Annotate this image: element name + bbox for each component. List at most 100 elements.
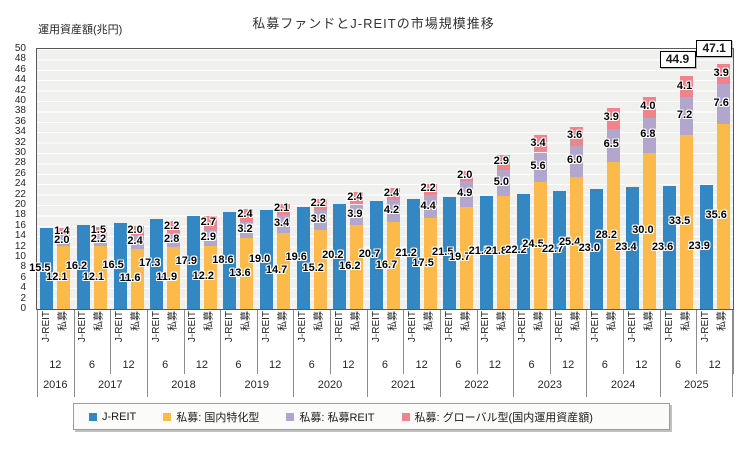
month-label: 6: [162, 359, 169, 371]
private-value-label: 14.7: [265, 263, 288, 276]
category-separator: [330, 310, 332, 374]
legend-item: 私募: グローバル型(国内運用資産額): [401, 409, 593, 425]
private-bar-segment: [460, 170, 474, 182]
private-value-label: 1.5: [90, 223, 107, 236]
private-value-label: 11.9: [156, 271, 178, 284]
private-bar-segment: [313, 210, 327, 230]
year-label: 2018: [171, 379, 196, 391]
year-label: 2022: [464, 379, 489, 391]
jreit-value-label: 19.6: [285, 251, 307, 264]
private-value-label: 4.9: [457, 186, 473, 199]
jreit-value-label: 23.6: [651, 240, 674, 253]
private-value-label: 2.2: [420, 182, 436, 195]
category-separator: [623, 310, 625, 374]
jreit-bar: [260, 210, 274, 309]
private-bar-segment: [167, 232, 181, 248]
private-value-label: 21.8: [485, 245, 508, 258]
y-axis-tick: 44: [14, 74, 26, 86]
private-bar-segment: [716, 84, 730, 124]
y-axis-tick: 38: [14, 105, 26, 117]
private-bar-segment: [533, 181, 547, 309]
y-axis-title: 運用資産額(兆円): [38, 24, 123, 36]
private-value-label: 2.7: [200, 216, 216, 229]
private-value-label: 3.6: [567, 129, 583, 142]
private-value-label: 24.5: [522, 238, 544, 251]
private-value-label: 5.0: [493, 175, 510, 188]
y-axis-tick: 32: [14, 136, 26, 148]
category-separator: [733, 310, 734, 374]
bar-label-private: 私募: [534, 311, 546, 331]
bar-label-jreit: J-REIT: [553, 311, 565, 343]
year-label: 2021: [391, 379, 416, 391]
y-axis-tick: 12: [14, 240, 26, 252]
private-bar-segment: [387, 200, 400, 223]
private-value-label: 2.9: [493, 155, 510, 168]
y-axis-tick: 14: [14, 230, 26, 242]
month-label: 6: [235, 359, 242, 371]
year-label: 2016: [43, 379, 68, 391]
category-separator: [476, 310, 478, 374]
private-bar-segment: [423, 195, 437, 218]
category-separator: [549, 310, 551, 374]
private-value-label: 12.2: [192, 270, 215, 283]
private-bar-segment: [350, 204, 364, 225]
y-axis-tick: 4: [20, 282, 26, 294]
y-axis: 0 2 4 6 8 10 12 14 16 18 20 22 24 26 28 30 32 34 36 38 40 42 4…: [0, 44, 30, 314]
bar-label-jreit: J-REIT: [77, 311, 89, 343]
private-bar-segment: [167, 247, 181, 309]
bar-label-private: 私募: [350, 311, 362, 331]
private-bar-segment: [93, 246, 107, 309]
category-separator: [183, 310, 185, 374]
legend-swatch: [89, 412, 97, 421]
private-value-label: 30.0: [632, 224, 654, 236]
private-value-label: 16.7: [375, 258, 398, 271]
private-value-label: 4.4: [420, 199, 436, 212]
private-bar-segment: [606, 108, 620, 129]
private-bar-segment: [277, 214, 291, 233]
private-bar-segment: [643, 117, 657, 153]
private-value-label: 5.6: [530, 160, 546, 173]
private-value-label: 25.4: [558, 235, 581, 248]
y-axis-tick: 48: [14, 53, 26, 65]
legend-swatch: [401, 412, 410, 421]
bar-label-jreit: J-REIT: [260, 311, 272, 343]
month-label: 6: [674, 359, 682, 371]
bar-label-private: 私募: [680, 311, 692, 331]
bar-label-private: 私募: [277, 311, 289, 331]
jreit-bar: [223, 212, 237, 309]
year-separator: [146, 310, 148, 397]
private-bar-segment: [313, 198, 327, 211]
jreit-value-label: 16.2: [65, 259, 88, 272]
private-bar-segment: [680, 97, 694, 135]
private-bar-segment: [313, 229, 327, 309]
category-separator: [696, 310, 698, 374]
jreit-value-label: 17.9: [175, 255, 198, 268]
private-value-label: 2.4: [237, 208, 253, 221]
bar-label-jreit: J-REIT: [297, 311, 309, 343]
private-bar-segment: [203, 245, 217, 309]
jreit-bar: [443, 197, 457, 309]
private-bar-segment: [277, 203, 291, 215]
bar-label-jreit: J-REIT: [480, 311, 492, 343]
y-axis-tick: 34: [14, 126, 26, 138]
private-bar-segment: [680, 76, 694, 98]
bar-label-jreit: J-REIT: [370, 311, 382, 343]
private-bar-segment: [423, 218, 437, 309]
y-axis-tick: 0: [20, 303, 26, 314]
month-label: 12: [635, 359, 648, 371]
private-bar-segment: [350, 224, 364, 309]
legend-label: 私募: 国内特化型: [176, 411, 260, 424]
jreit-value-label: 21.2: [395, 246, 417, 259]
jreit-bar: [479, 195, 493, 309]
private-bar-segment: [570, 176, 584, 309]
private-bar-segment: [93, 234, 107, 247]
legend-item: 私募: 私募REIT: [286, 409, 375, 425]
private-value-label: 2.0: [127, 224, 143, 236]
private-bar-segment: [533, 134, 547, 153]
private-value-label: 3.9: [347, 207, 363, 220]
bar-label-jreit: J-REIT: [407, 311, 419, 343]
private-value-label: 6.5: [603, 138, 619, 151]
private-value-label: 7.2: [676, 109, 693, 122]
private-bar-segment: [606, 162, 620, 309]
private-bar-segment: [130, 248, 144, 309]
